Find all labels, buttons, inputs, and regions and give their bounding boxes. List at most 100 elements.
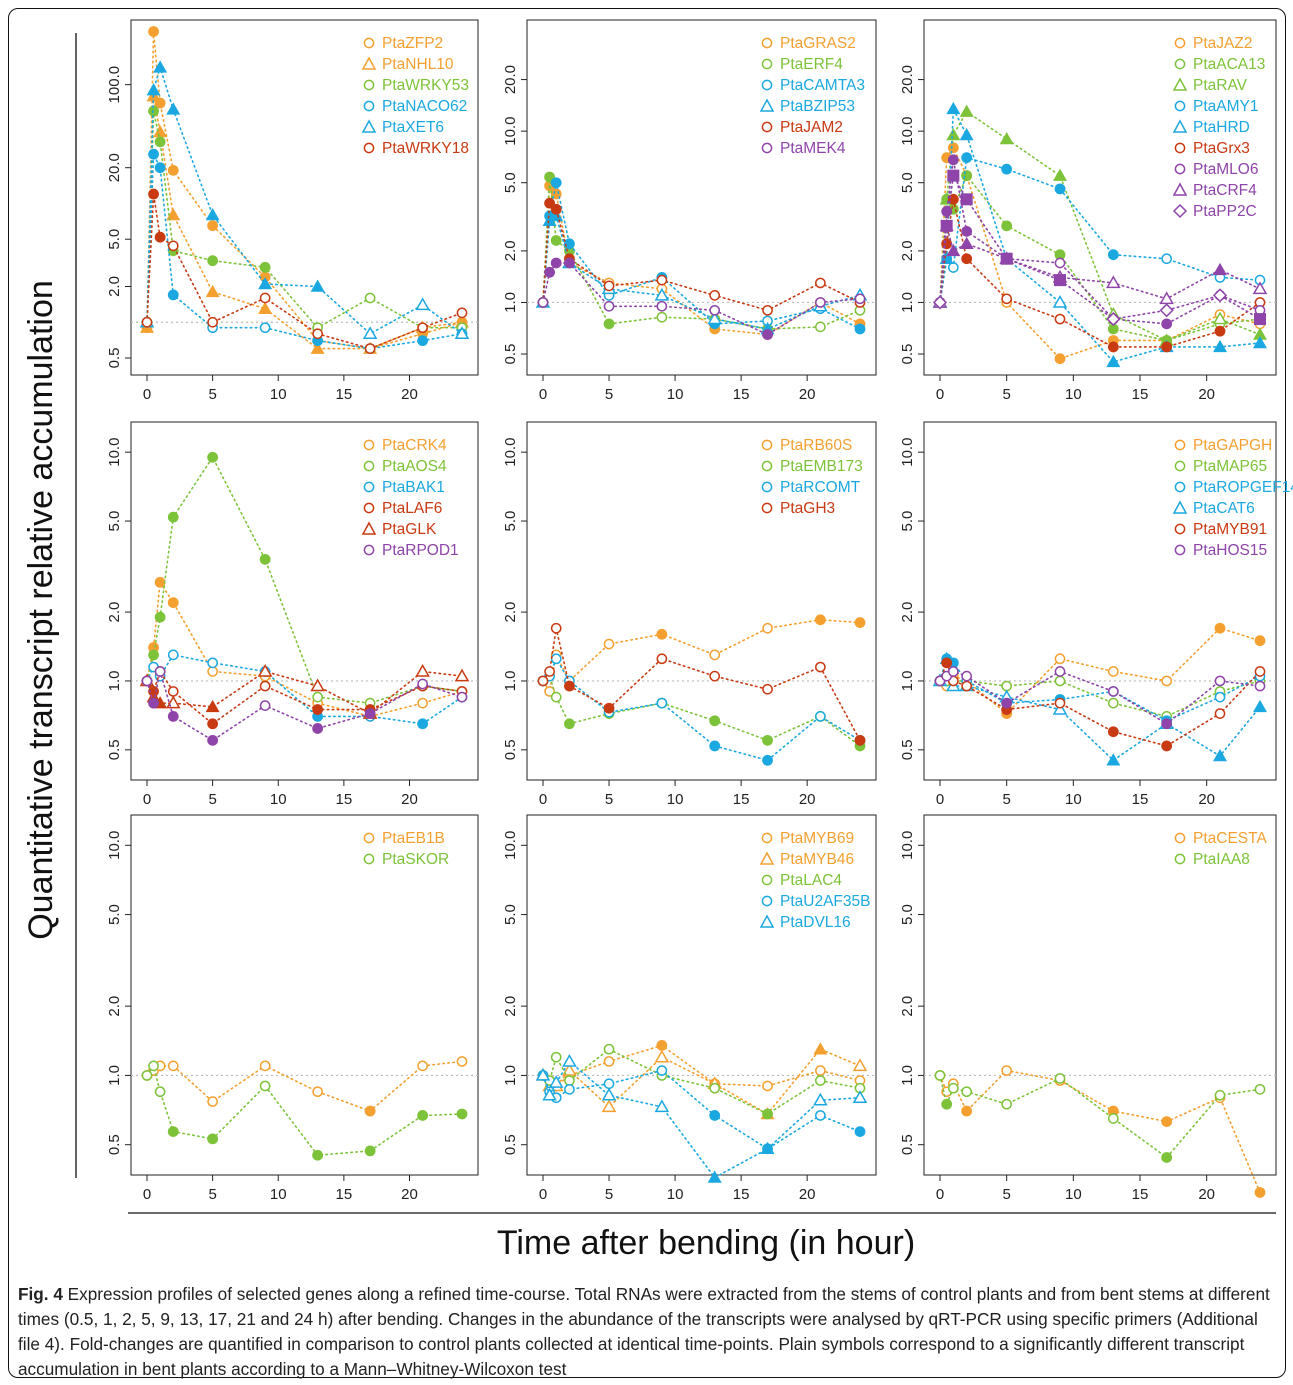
data-point xyxy=(1001,220,1013,232)
x-tick-label: 15 xyxy=(733,791,750,808)
legend-marker xyxy=(1174,439,1186,451)
data-point xyxy=(364,708,376,719)
x-tick-label: 20 xyxy=(1198,791,1215,808)
legend-label: PtaMYB91 xyxy=(1193,521,1267,538)
series-PtaEMB173 xyxy=(537,670,866,752)
data-point xyxy=(815,711,826,722)
legend-entry: PtaBZIP53 xyxy=(759,98,855,115)
legend-entry: PtaBAK1 xyxy=(363,479,445,496)
legend-marker xyxy=(1172,203,1188,219)
legend-entry: PtaMYB69 xyxy=(761,830,854,847)
data-point xyxy=(762,304,773,316)
data-point xyxy=(656,311,668,323)
legend-marker xyxy=(363,142,375,154)
legend-marker xyxy=(361,56,377,70)
data-point xyxy=(1212,311,1228,325)
data-point xyxy=(1254,680,1266,692)
legend-entry: PtaNACO62 xyxy=(363,98,467,115)
legend-entry: PtaRB60S xyxy=(761,437,852,454)
legend-label: PtaRAV xyxy=(1193,77,1248,94)
data-point xyxy=(258,276,273,290)
y-tick-label: 20.0 xyxy=(106,153,123,182)
y-tick-label: 2.0 xyxy=(899,996,916,1017)
series-PtaGAPGH xyxy=(934,622,1266,719)
data-point xyxy=(456,691,468,703)
legend-marker xyxy=(361,119,377,133)
data-point xyxy=(603,1043,615,1055)
data-point xyxy=(1161,1152,1173,1163)
data-point xyxy=(959,236,974,250)
data-point xyxy=(141,1070,153,1081)
data-point xyxy=(562,1053,577,1067)
legend-marker xyxy=(761,895,773,907)
legend-entry: PtaNHL10 xyxy=(361,56,454,73)
data-point xyxy=(166,102,181,115)
series-PtaRPOD1 xyxy=(141,666,468,746)
legend-marker xyxy=(363,100,375,112)
series-PtaXET6 xyxy=(139,60,470,340)
data-point xyxy=(310,279,325,292)
figure-caption: Fig. 4 Expression profiles of selected g… xyxy=(18,1282,1273,1382)
data-point xyxy=(550,177,562,189)
y-tick-label: 5.0 xyxy=(106,511,123,532)
legend-marker xyxy=(1174,163,1186,175)
chart-panel-8: 0.5 1.0 2.0 5.0 10.0 0 5 10 15 20 PtaMYB69 PtaMYB46… xyxy=(502,814,877,1203)
data-point xyxy=(167,1126,179,1138)
y-tick-label: 0.5 xyxy=(502,1134,519,1155)
panel-box xyxy=(130,19,479,376)
x-tick-label: 20 xyxy=(1198,1186,1215,1203)
legend-entry: PtaAOS4 xyxy=(363,458,447,475)
data-point xyxy=(207,316,218,328)
data-point xyxy=(854,617,866,628)
legend-label: PtaCAMTA3 xyxy=(780,77,865,94)
x-tick-label: 15 xyxy=(336,791,353,808)
data-point xyxy=(167,710,179,722)
panel-box xyxy=(130,814,479,1176)
data-point xyxy=(167,240,179,252)
data-point xyxy=(1054,257,1066,269)
data-point xyxy=(815,661,826,673)
data-point xyxy=(1253,335,1267,349)
data-point xyxy=(1001,163,1013,175)
data-point xyxy=(535,1067,551,1081)
y-tick-label: 2.0 xyxy=(502,602,519,623)
data-point xyxy=(417,1060,428,1072)
y-tick-label: 2.0 xyxy=(106,996,123,1017)
y-tick-label: 5.0 xyxy=(899,904,916,925)
legend-entry: PtaGH3 xyxy=(761,500,835,517)
legend-label: PtaACA13 xyxy=(1193,56,1265,73)
data-point xyxy=(310,678,325,692)
legend-label: PtaIAA8 xyxy=(1193,851,1250,868)
data-point xyxy=(167,164,179,176)
data-point xyxy=(207,220,219,232)
data-point xyxy=(312,1149,324,1161)
legend-marker xyxy=(1174,853,1186,865)
series-line xyxy=(542,182,861,330)
y-tick-label: 1.0 xyxy=(106,1065,123,1086)
series-line xyxy=(146,579,463,718)
legend-entry: PtaEB1B xyxy=(363,830,445,847)
y-tick-label: 0.5 xyxy=(502,344,519,365)
data-point xyxy=(961,225,973,237)
legend-label: PtaEB1B xyxy=(382,830,445,847)
data-point xyxy=(1001,680,1013,692)
data-point xyxy=(207,451,219,463)
y-tick-label: 10.0 xyxy=(502,831,519,860)
y-tick-label: 10.0 xyxy=(502,117,519,146)
series-PtaPP2C xyxy=(932,169,1266,327)
data-point xyxy=(312,1086,323,1098)
data-point xyxy=(1161,675,1173,687)
legend-entry: PtaMLO6 xyxy=(1174,161,1258,178)
legend-label: PtaMEK4 xyxy=(780,140,846,157)
data-point xyxy=(1001,1098,1013,1110)
x-tick-label: 0 xyxy=(936,386,944,403)
legend-label: PtaNHL10 xyxy=(382,56,454,73)
data-point xyxy=(707,1170,722,1183)
data-point xyxy=(167,686,179,697)
data-point xyxy=(815,1110,826,1121)
legend-label: PtaWRKY18 xyxy=(382,140,469,157)
legend-entry: PtaMYB91 xyxy=(1174,521,1267,538)
data-point xyxy=(1107,323,1119,335)
data-point xyxy=(656,300,668,312)
data-point xyxy=(960,193,973,206)
